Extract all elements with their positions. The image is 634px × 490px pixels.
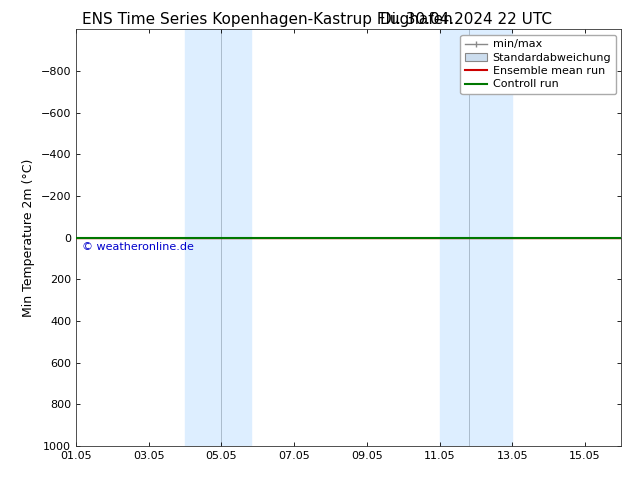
Y-axis label: Min Temperature 2m (°C): Min Temperature 2m (°C) (22, 158, 35, 317)
Legend: min/max, Standardabweichung, Ensemble mean run, Controll run: min/max, Standardabweichung, Ensemble me… (460, 35, 616, 94)
Bar (185, 29, 250, 446)
Text: Di. 30.04.2024 22 UTC: Di. 30.04.2024 22 UTC (380, 12, 552, 27)
Bar (439, 29, 512, 446)
Text: ENS Time Series Kopenhagen-Kastrup Flughafen: ENS Time Series Kopenhagen-Kastrup Flugh… (82, 12, 453, 27)
Text: © weatheronline.de: © weatheronline.de (82, 242, 193, 252)
